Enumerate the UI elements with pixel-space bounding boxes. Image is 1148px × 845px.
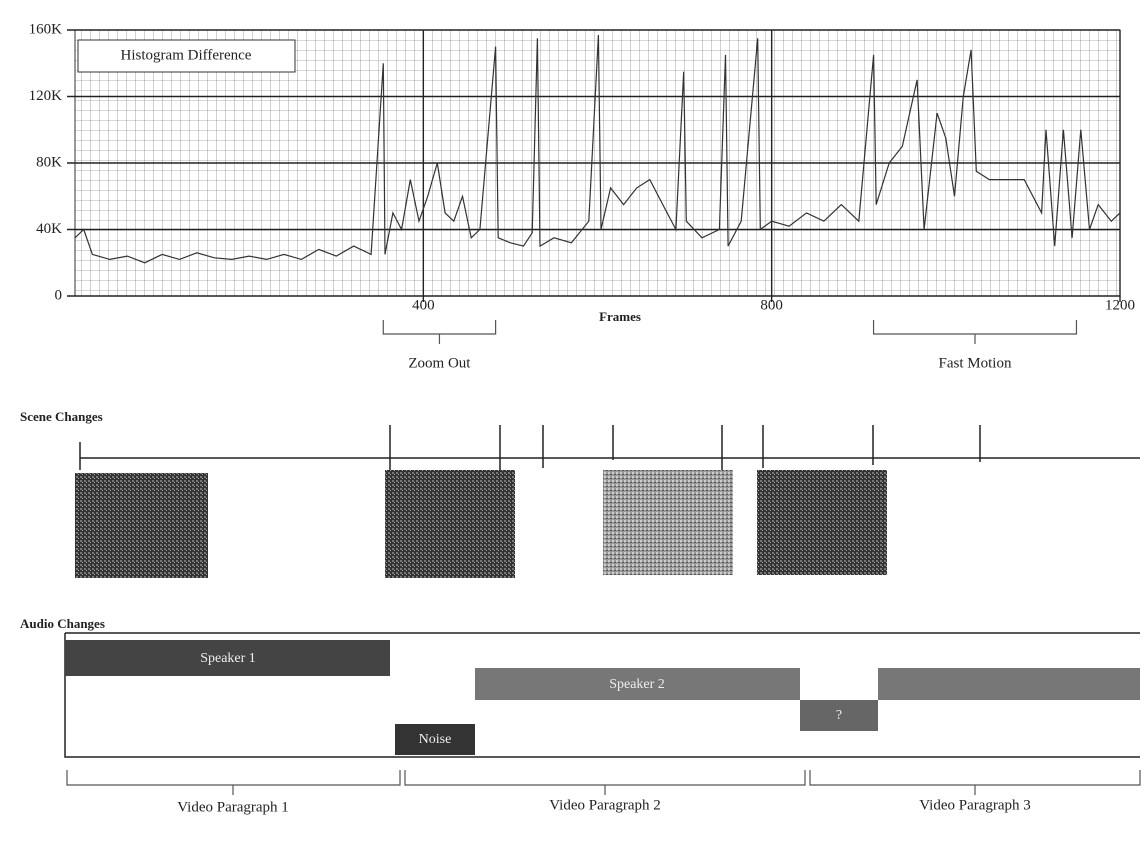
- segment-label: Speaker 1: [200, 651, 256, 666]
- y-tick-label: 160K: [29, 21, 63, 37]
- x-tick-label: 800: [760, 297, 783, 313]
- y-tick-label: 120K: [29, 88, 63, 104]
- thumbnail: [603, 470, 733, 575]
- annotation-label: Zoom Out: [408, 355, 471, 371]
- audio-segment: [878, 668, 1140, 700]
- y-tick-label: 40K: [36, 221, 62, 237]
- annotation-label: Fast Motion: [939, 355, 1012, 371]
- paragraph-label: Video Paragraph 3: [919, 797, 1031, 813]
- x-tick-label: 1200: [1105, 297, 1135, 313]
- audio-segment: [800, 700, 878, 731]
- histogram-line: [74, 34, 1121, 264]
- paragraph-label: Video Paragraph 2: [549, 797, 661, 813]
- audio-segment: [395, 724, 475, 755]
- bracket: [404, 770, 806, 795]
- segment-label: ?: [836, 708, 842, 723]
- thumbnail: [757, 470, 887, 575]
- thumbnail: [75, 473, 208, 578]
- legend-box: [77, 39, 296, 73]
- y-tick-label: 0: [55, 287, 63, 303]
- legend-label: Histogram Difference: [121, 47, 252, 63]
- x-tick-label: 400: [412, 297, 435, 313]
- scene-ticks: [79, 425, 981, 470]
- annotation-bracket: [872, 320, 1078, 344]
- bracket: [809, 770, 1141, 795]
- annotation-bracket: [382, 320, 497, 344]
- paragraph-label: Video Paragraph 1: [177, 799, 289, 815]
- segment-label: Noise: [419, 732, 452, 747]
- scene-changes: Scene Changes: [20, 409, 1140, 578]
- y-tick-label: 80K: [36, 154, 62, 170]
- audio-changes: Audio Changes Speaker 1 Speaker 2 Noise …: [20, 616, 1140, 758]
- bracket: [66, 770, 401, 795]
- video-paragraphs: Video Paragraph 1 Video Paragraph 2 Vide…: [66, 770, 1141, 815]
- histogram-chart: Histogram Difference Frames 0 40K 80K 120K 1…: [29, 21, 1135, 371]
- x-axis-label: Frames: [599, 309, 641, 324]
- thumbnail: [385, 470, 515, 578]
- section-title: Scene Changes: [20, 409, 103, 424]
- audio-segment: [65, 640, 390, 676]
- section-title: Audio Changes: [20, 616, 105, 631]
- segment-label: Speaker 2: [609, 677, 665, 692]
- audio-segment: [475, 668, 800, 700]
